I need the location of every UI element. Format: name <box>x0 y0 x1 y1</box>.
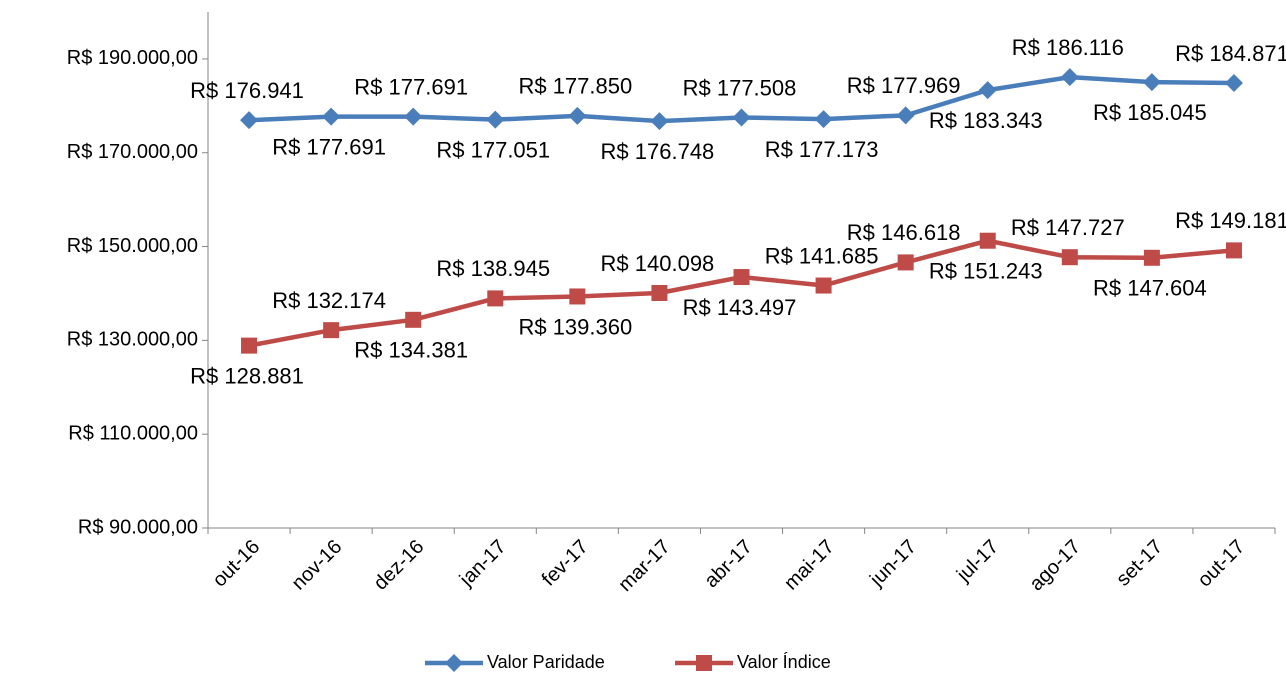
marker <box>486 110 505 129</box>
data-label: R$ 183.343 <box>929 108 1043 133</box>
data-label: R$ 177.691 <box>354 74 468 99</box>
data-label: R$ 146.618 <box>847 220 961 245</box>
legend-label: Valor Índice <box>737 652 831 672</box>
marker <box>1142 73 1161 92</box>
data-label: R$ 177.850 <box>518 74 632 99</box>
data-label: R$ 176.748 <box>601 139 715 164</box>
marker <box>1060 68 1079 87</box>
x-tick-label: dez-16 <box>370 536 429 595</box>
data-label: R$ 185.045 <box>1093 100 1207 125</box>
marker <box>568 106 587 125</box>
marker <box>404 107 423 126</box>
marker <box>240 111 259 130</box>
data-label: R$ 132.174 <box>272 288 386 313</box>
y-tick-label: R$ 150.000,00 <box>67 235 198 257</box>
y-tick-label: R$ 110.000,00 <box>68 422 198 444</box>
data-label: R$ 138.945 <box>436 256 550 281</box>
marker <box>487 290 504 307</box>
data-label: R$ 177.508 <box>683 75 797 100</box>
x-tick-label: abr-17 <box>700 536 756 592</box>
x-tick-label: jan-17 <box>455 536 511 592</box>
data-label: R$ 147.727 <box>1011 215 1125 240</box>
marker <box>978 81 997 100</box>
x-tick-label: ago-17 <box>1025 536 1085 596</box>
data-label: R$ 128.881 <box>190 363 304 388</box>
x-tick-label: mar-17 <box>614 536 674 596</box>
marker <box>569 288 586 305</box>
data-label: R$ 147.604 <box>1093 276 1207 301</box>
x-tick-label: fev-17 <box>538 536 593 591</box>
marker <box>405 311 422 328</box>
data-label: R$ 177.051 <box>436 137 550 162</box>
x-tick-label: set-17 <box>1112 536 1167 591</box>
data-label: R$ 176.941 <box>190 78 304 103</box>
x-tick-label: mai-17 <box>780 536 839 595</box>
data-label: R$ 186.116 <box>1012 35 1124 60</box>
marker <box>897 254 914 271</box>
data-label: R$ 139.360 <box>518 314 632 339</box>
y-tick-label: R$ 90.000,00 <box>78 516 198 538</box>
marker <box>651 284 668 301</box>
marker <box>1224 73 1243 92</box>
y-tick-label: R$ 190.000,00 <box>67 47 198 69</box>
marker <box>1143 249 1160 266</box>
data-label: R$ 177.691 <box>272 134 386 159</box>
marker <box>1225 242 1242 259</box>
series-line <box>248 238 1235 348</box>
marker <box>323 322 340 339</box>
marker <box>241 337 258 354</box>
marker <box>650 112 669 131</box>
x-tick-label: jul-17 <box>952 536 1003 587</box>
marker <box>733 269 750 286</box>
marker <box>979 232 996 249</box>
data-label: R$ 184.871 <box>1175 41 1286 66</box>
x-tick-label: nov-16 <box>288 536 347 595</box>
x-tick-label: out-17 <box>1194 536 1250 592</box>
data-label: R$ 177.969 <box>847 73 961 98</box>
y-tick-label: R$ 170.000,00 <box>67 141 198 163</box>
data-label: R$ 140.098 <box>601 251 715 276</box>
data-label: R$ 143.497 <box>683 295 797 320</box>
marker <box>445 654 463 672</box>
marker <box>814 110 833 129</box>
marker <box>322 107 341 126</box>
x-tick-label: out-16 <box>209 536 265 592</box>
marker <box>1061 249 1078 266</box>
x-tick-label: jun-17 <box>865 536 921 592</box>
legend-label: Valor Paridade <box>487 652 605 672</box>
marker <box>696 655 712 671</box>
data-label: R$ 177.173 <box>765 137 879 162</box>
data-label: R$ 151.243 <box>929 259 1043 284</box>
marker <box>732 108 751 127</box>
data-label: R$ 141.685 <box>765 243 879 268</box>
data-label: R$ 149.181 <box>1175 208 1286 233</box>
marker <box>896 106 915 125</box>
marker <box>815 277 832 294</box>
data-label: R$ 134.381 <box>354 338 468 363</box>
y-tick-label: R$ 130.000,00 <box>67 329 198 351</box>
